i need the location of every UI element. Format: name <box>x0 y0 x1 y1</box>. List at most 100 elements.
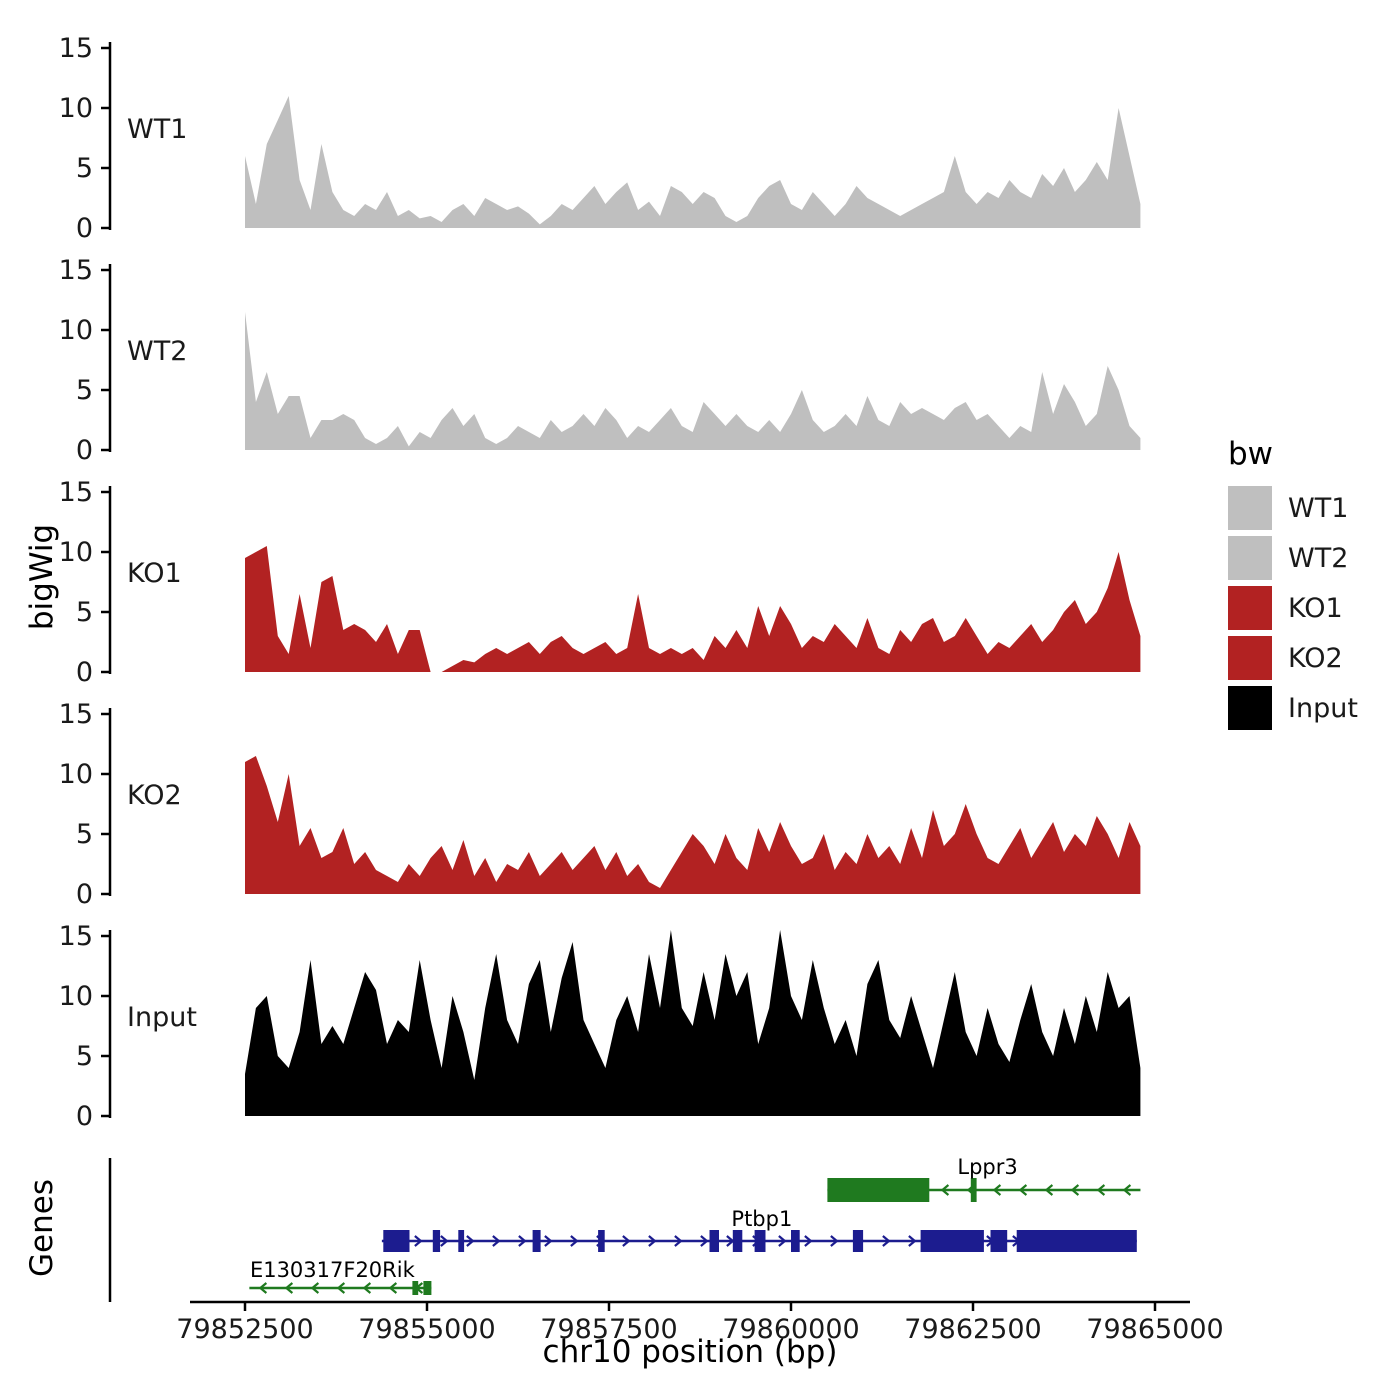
legend-label: WT2 <box>1288 542 1349 574</box>
strand-arrow-icon <box>674 1235 683 1247</box>
coverage-area-WT1 <box>245 96 1141 228</box>
exon-Ptbp1 <box>920 1230 984 1252</box>
legend-label: KO1 <box>1288 592 1343 624</box>
strand-arrow-icon <box>1096 1184 1106 1196</box>
y-tick-label: 5 <box>76 153 93 184</box>
exon-Ptbp1 <box>754 1230 766 1252</box>
strand-arrow-icon <box>648 1235 657 1247</box>
y-tick-label: 5 <box>76 375 93 406</box>
exon-Ptbp1 <box>791 1230 800 1252</box>
strand-arrow-icon <box>440 1235 449 1247</box>
legend-entry-WT1: WT1 <box>1228 486 1358 530</box>
strand-arrow-icon <box>778 1235 787 1247</box>
legend-label: Input <box>1288 692 1358 724</box>
strand-arrow-icon <box>570 1235 579 1247</box>
strand-arrow-icon <box>492 1235 501 1247</box>
strand-arrow-icon <box>1018 1184 1028 1196</box>
exon-E130317F20Rik <box>423 1281 432 1295</box>
strand-arrow-icon <box>1070 1184 1080 1196</box>
strand-arrow-icon <box>700 1235 709 1247</box>
gene-label-Lppr3: Lppr3 <box>957 1155 1017 1179</box>
track-label-KO1: KO1 <box>127 558 182 589</box>
x-tick-label: 79852500 <box>176 1314 313 1345</box>
x-axis-title: chr10 position (bp) <box>542 1334 838 1370</box>
exon-E130317F20Rik <box>412 1281 419 1295</box>
exon-Ptbp1 <box>1016 1230 1137 1252</box>
x-tick-label: 79865000 <box>1086 1314 1223 1345</box>
x-tick-label: 79855000 <box>358 1314 495 1345</box>
strand-arrow-icon <box>1122 1184 1132 1196</box>
y-tick-label: 10 <box>59 759 93 790</box>
legend-swatch-KO2 <box>1228 636 1272 680</box>
strand-arrow-icon <box>258 1282 268 1294</box>
y-tick-label: 0 <box>76 879 93 910</box>
strand-arrow-icon <box>544 1235 553 1247</box>
strand-arrow-icon <box>622 1235 631 1247</box>
y-tick-label: 15 <box>59 699 93 730</box>
y-tick-label: 0 <box>76 1101 93 1132</box>
y-tick-label: 15 <box>59 477 93 508</box>
strand-arrow-icon <box>362 1282 372 1294</box>
strand-arrow-icon <box>804 1235 813 1247</box>
strand-arrow-icon <box>284 1282 294 1294</box>
strand-arrow-icon <box>940 1184 950 1196</box>
legend-label: WT1 <box>1288 492 1349 524</box>
legend: bw WT1 WT2 KO1 KO2 Input <box>1228 436 1358 730</box>
legend-title: bw <box>1228 436 1274 472</box>
exon-Lppr3 <box>970 1178 977 1202</box>
y-tick-label: 10 <box>59 315 93 346</box>
strand-arrow-icon <box>310 1282 320 1294</box>
strand-arrow-icon <box>1044 1184 1054 1196</box>
y-tick-label: 15 <box>59 921 93 952</box>
exon-Ptbp1 <box>598 1230 605 1252</box>
track-label-Input: Input <box>127 1002 197 1033</box>
strand-arrow-icon <box>336 1282 346 1294</box>
gene-label-E130317F20Rik: E130317F20Rik <box>250 1258 416 1282</box>
track-label-WT2: WT2 <box>127 336 187 367</box>
y-tick-label: 5 <box>76 1041 93 1072</box>
strand-arrow-icon <box>882 1235 891 1247</box>
strand-arrow-icon <box>414 1235 423 1247</box>
legend-entry-Input: Input <box>1228 686 1358 730</box>
strand-arrow-icon <box>388 1282 398 1294</box>
y-tick-label: 10 <box>59 93 93 124</box>
coverage-area-WT2 <box>245 312 1141 450</box>
y-axis-title: bigWig <box>24 523 60 631</box>
y-tick-label: 15 <box>59 33 93 64</box>
exon-Ptbp1 <box>990 1230 1008 1252</box>
y-tick-label: 5 <box>76 597 93 628</box>
x-tick-label: 79860000 <box>722 1314 859 1345</box>
track-label-KO2: KO2 <box>127 780 182 811</box>
legend-entry-KO1: KO1 <box>1228 586 1358 630</box>
x-tick-label: 79857500 <box>540 1314 677 1345</box>
exon-Ptbp1 <box>852 1230 864 1252</box>
exon-Ptbp1 <box>432 1230 441 1252</box>
legend-swatch-WT1 <box>1228 486 1272 530</box>
track-label-WT1: WT1 <box>127 114 187 145</box>
strand-arrow-icon <box>992 1184 1002 1196</box>
exon-Ptbp1 <box>532 1230 541 1252</box>
strand-arrow-icon <box>908 1235 917 1247</box>
strand-arrow-icon <box>466 1235 475 1247</box>
gene-label-Ptbp1: Ptbp1 <box>731 1207 792 1231</box>
legend-entry-WT2: WT2 <box>1228 536 1358 580</box>
legend-swatch-KO1 <box>1228 586 1272 630</box>
legend-label: KO2 <box>1288 642 1343 674</box>
legend-entries: WT1 WT2 KO1 KO2 Input <box>1228 486 1358 730</box>
x-tick-label: 79862500 <box>904 1314 1041 1345</box>
coverage-area-KO2 <box>245 756 1141 894</box>
legend-swatch-Input <box>1228 686 1272 730</box>
coverage-area-Input <box>245 930 1141 1116</box>
y-tick-label: 0 <box>76 435 93 466</box>
genes-axis-title: Genes <box>24 1179 60 1277</box>
exon-Lppr3 <box>827 1178 930 1202</box>
y-tick-label: 10 <box>59 981 93 1012</box>
y-tick-label: 15 <box>59 255 93 286</box>
strand-arrow-icon <box>518 1235 527 1247</box>
exon-Ptbp1 <box>458 1230 465 1252</box>
legend-swatch-WT2 <box>1228 536 1272 580</box>
strand-arrow-icon <box>830 1235 839 1247</box>
y-tick-label: 5 <box>76 819 93 850</box>
